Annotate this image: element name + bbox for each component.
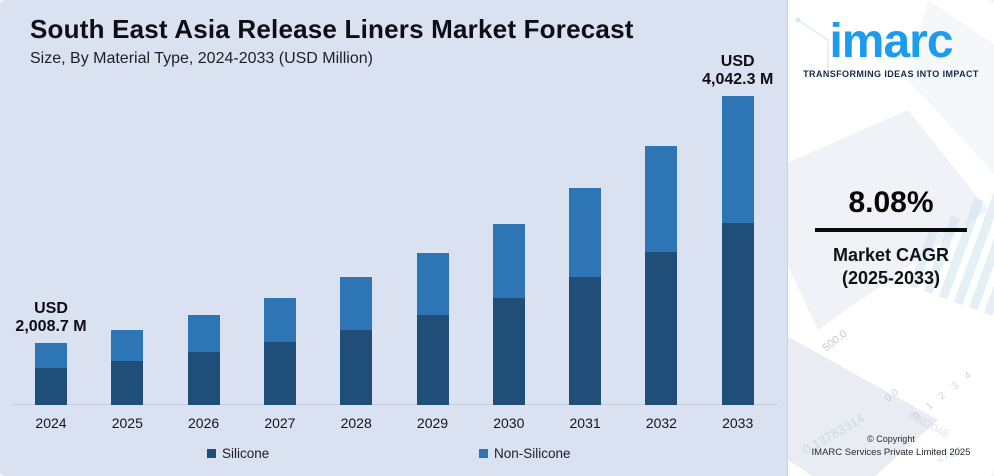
chart-panel: South East Asia Release Liners Market Fo… — [12, 14, 777, 461]
copyright-line2: IMARC Services Private Limited 2025 — [811, 447, 971, 458]
bar-2026-non-silicone-segment — [187, 315, 220, 352]
stacked-bar-chart: 2024 2025 2026 2027 2028 2029 2030 2031 2032 2033… — [12, 53, 777, 431]
legend-item-non-silicone: Non-Silicone — [479, 446, 571, 461]
bar-2025-non-silicone-segment — [111, 330, 144, 361]
svg-text:0 1 2 3 4: 0 1 2 3 4 — [911, 368, 977, 423]
cagr-divider — [815, 228, 967, 232]
x-axis-baseline — [12, 404, 777, 405]
x-axis-label-2026: 2026 — [188, 415, 220, 431]
x-axis-label-2032: 2032 — [645, 415, 677, 431]
bar-2031 — [569, 188, 602, 405]
bar-2028 — [340, 277, 373, 405]
bar-2024-silicone-segment — [35, 368, 67, 405]
bar-2032-non-silicone-segment — [645, 146, 678, 252]
copyright-line1: © Copyright — [867, 434, 915, 444]
legend-item-silicone: Silicone — [207, 446, 269, 461]
imarc-logo: imarc TRANSFORMING IDEAS INTO IMPACT — [788, 15, 994, 80]
bar-2029 — [416, 253, 449, 405]
x-axis-label-2029: 2029 — [416, 415, 449, 431]
x-axis-label-2031: 2031 — [569, 415, 601, 431]
bar-2027-silicone-segment — [263, 342, 296, 405]
bar-2030-non-silicone-segment — [492, 224, 525, 298]
imarc-logo-tagline: TRANSFORMING IDEAS INTO IMPACT — [803, 69, 979, 79]
x-axis-label-2027: 2027 — [264, 415, 296, 431]
bar-2028-non-silicone-segment — [340, 277, 373, 330]
chart-subtitle: Size, By Material Type, 2024-2033 (USD M… — [30, 50, 373, 67]
value-label-2024: USD 2,008.7 M — [15, 300, 87, 335]
value-label-2033: USD 4,042.3 M — [702, 53, 774, 88]
imarc-logo-text: imarc — [829, 15, 953, 68]
bar-2031-non-silicone-segment — [569, 188, 602, 277]
bar-2025-silicone-segment — [111, 361, 144, 405]
copyright: © Copyright IMARC Services Private Limit… — [788, 434, 994, 458]
legend-label: Non-Silicone — [494, 446, 571, 461]
bar-2033-silicone-segment — [721, 223, 754, 405]
bar-2028-silicone-segment — [340, 330, 373, 405]
bar-2024 — [35, 343, 67, 405]
svg-text:500.0: 500.0 — [820, 328, 849, 354]
cagr-value: 8.08% — [848, 186, 934, 219]
brand-panel: 500.0 0.0 0 1 2 3 4 0.13783314 6982048 2… — [787, 0, 994, 476]
bar-2027 — [263, 298, 296, 405]
bar-2033 — [721, 96, 754, 405]
cagr-block: 8.08% Market CAGR (2025-2033) — [788, 186, 994, 290]
x-axis-label-2030: 2030 — [493, 415, 525, 431]
bar-2029-silicone-segment — [416, 315, 449, 405]
bar-2032-silicone-segment — [645, 252, 678, 405]
cagr-label-line2: (2025-2033) — [841, 268, 941, 288]
bar-2029-non-silicone-segment — [416, 253, 449, 315]
bar-2026 — [187, 315, 220, 405]
x-axis-label-2024: 2024 — [35, 415, 67, 431]
bar-2030-silicone-segment — [492, 298, 525, 405]
x-axis-label-2025: 2025 — [111, 415, 143, 431]
bar-2032 — [645, 146, 678, 405]
bar-2024-non-silicone-segment — [35, 343, 67, 368]
chart-title: South East Asia Release Liners Market Fo… — [30, 14, 634, 44]
bar-2030 — [492, 224, 525, 405]
bar-2025 — [111, 330, 144, 405]
non-silicone-swatch-icon — [479, 449, 488, 458]
cagr-label-line1: Market CAGR — [832, 245, 950, 265]
legend-label: Silicone — [222, 446, 270, 461]
x-axis-label-2028: 2028 — [340, 415, 372, 431]
svg-text:0.0: 0.0 — [883, 387, 901, 404]
silicone-swatch-icon — [207, 449, 216, 458]
x-axis-label-2033: 2033 — [722, 415, 754, 431]
bar-2027-non-silicone-segment — [263, 298, 296, 342]
bar-2026-silicone-segment — [187, 352, 220, 405]
bar-2033-non-silicone-segment — [721, 96, 754, 223]
bar-2031-silicone-segment — [569, 277, 602, 405]
